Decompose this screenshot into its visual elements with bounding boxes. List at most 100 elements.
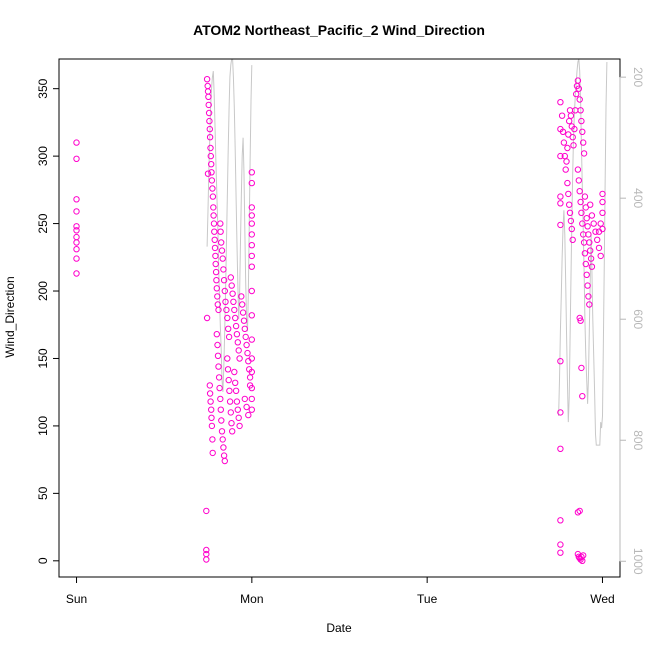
- data-point: [579, 220, 586, 227]
- data-point: [573, 90, 580, 98]
- data-point: [73, 246, 80, 253]
- data-point: [233, 331, 241, 338]
- data-point: [217, 406, 225, 413]
- data-point: [244, 349, 251, 357]
- data-point: [577, 107, 584, 114]
- data-point: [560, 139, 568, 146]
- data-point: [569, 236, 576, 244]
- data-point: [583, 215, 590, 222]
- line-segment-0: [206, 59, 253, 392]
- plot-frame: [58, 58, 621, 578]
- data-point: [577, 317, 584, 324]
- data-point: [212, 260, 219, 268]
- data-point: [218, 417, 225, 424]
- data-point: [204, 170, 212, 177]
- y2-tick-label: 600: [631, 309, 645, 329]
- data-point: [225, 325, 232, 332]
- data-point: [214, 341, 221, 349]
- point-series: [73, 76, 606, 564]
- y2-tick-label: 1000: [631, 548, 645, 575]
- data-point: [581, 250, 589, 257]
- data-point: [239, 309, 247, 316]
- data-point: [226, 387, 233, 394]
- data-point: [246, 374, 254, 381]
- data-point: [580, 552, 587, 559]
- data-point: [557, 549, 564, 556]
- y-tick-label: 100: [36, 416, 50, 436]
- data-point: [225, 333, 233, 341]
- data-point: [578, 364, 585, 372]
- data-point: [586, 239, 593, 246]
- data-point: [210, 204, 217, 211]
- data-point: [577, 198, 584, 206]
- y-axis-right: 200 400 600 800 1000: [619, 67, 645, 575]
- data-point: [580, 139, 587, 146]
- data-point: [229, 290, 236, 297]
- data-point: [566, 107, 574, 114]
- data-point: [222, 298, 229, 305]
- data-point: [235, 347, 242, 354]
- data-point: [232, 387, 240, 394]
- data-point: [567, 112, 575, 119]
- data-point: [578, 117, 585, 125]
- data-point: [221, 457, 229, 465]
- data-point: [227, 274, 235, 281]
- data-point: [232, 314, 239, 322]
- data-point: [594, 236, 601, 244]
- y-axis: 0 50 100 150 200 250 300 350: [36, 78, 59, 564]
- data-point: [248, 355, 256, 362]
- data-point: [224, 366, 232, 373]
- x-tick-label: Wed: [590, 592, 614, 606]
- data-point: [203, 556, 210, 563]
- data-point: [566, 209, 574, 217]
- data-point: [574, 509, 582, 516]
- data-point: [208, 161, 215, 168]
- data-point: [557, 200, 564, 207]
- data-point: [225, 376, 232, 384]
- data-point: [248, 263, 256, 270]
- data-point: [557, 445, 564, 452]
- y-tick-label: 250: [36, 213, 50, 233]
- x-tick-label: Mon: [240, 592, 263, 606]
- data-point: [248, 336, 256, 343]
- y-tick-label: 0: [36, 557, 50, 564]
- y-tick-label: 150: [36, 348, 50, 368]
- data-point: [73, 155, 80, 163]
- data-point: [248, 179, 256, 187]
- data-point: [568, 225, 575, 233]
- data-point: [213, 285, 221, 292]
- data-point: [574, 166, 582, 173]
- data-point: [207, 144, 214, 152]
- data-point: [248, 220, 256, 227]
- data-point: [236, 422, 243, 430]
- data-point: [248, 204, 256, 211]
- data-point: [582, 260, 589, 268]
- data-point: [209, 449, 216, 457]
- data-point: [212, 268, 220, 276]
- data-point: [73, 139, 80, 146]
- data-point: [595, 244, 603, 252]
- data-point: [599, 198, 606, 206]
- data-point: [585, 231, 592, 238]
- data-point: [599, 209, 606, 217]
- y-tick-label: 300: [36, 146, 50, 166]
- data-point: [248, 252, 256, 260]
- data-point: [215, 306, 222, 314]
- data-point: [211, 228, 218, 235]
- data-point: [565, 190, 572, 198]
- data-point: [580, 239, 588, 246]
- data-point: [587, 247, 594, 254]
- data-point: [204, 88, 212, 95]
- data-point: [206, 382, 214, 389]
- data-point: [242, 333, 249, 341]
- data-point: [207, 152, 215, 160]
- data-point: [563, 158, 570, 165]
- data-point: [224, 314, 231, 322]
- x-axis-label: Date: [326, 621, 352, 635]
- data-point: [557, 541, 564, 548]
- data-point: [248, 212, 256, 219]
- data-point: [248, 242, 256, 249]
- data-point: [569, 134, 576, 141]
- data-point: [578, 553, 585, 560]
